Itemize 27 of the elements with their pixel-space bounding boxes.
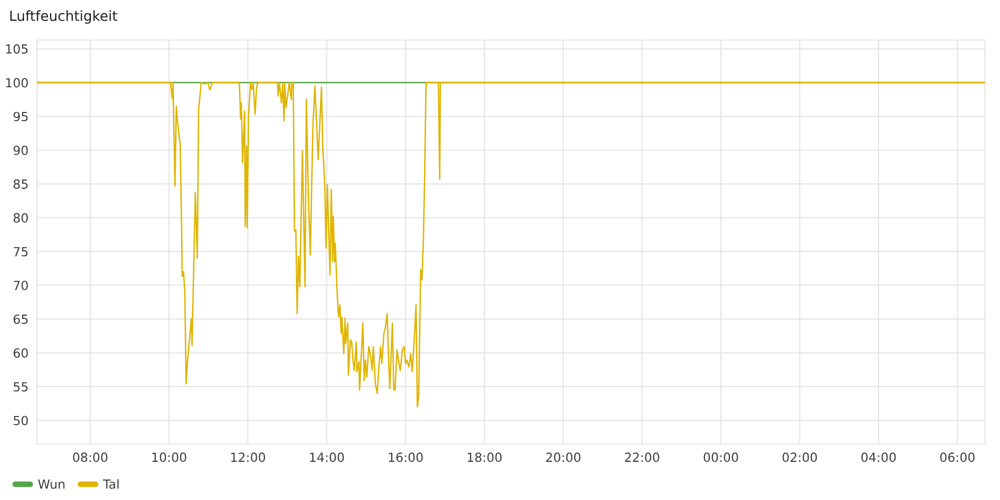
x-tick-label: 10:00 (152, 452, 186, 462)
x-tick-label: 16:00 (388, 452, 423, 462)
x-tick-label: 02:00 (782, 452, 817, 462)
x-tick-label: 08:00 (73, 452, 108, 462)
x-tick-label: 04:00 (861, 452, 896, 462)
y-tick-label: 75 (14, 247, 28, 256)
y-tick-label: 90 (14, 146, 28, 156)
y-tick-label: 80 (14, 213, 28, 223)
y-tick-label: 100 (6, 78, 28, 88)
x-tick-label: 14:00 (310, 452, 344, 462)
legend-label: Wun (38, 480, 64, 489)
y-tick-label: 105 (6, 44, 28, 54)
x-tick-label: 06:00 (940, 452, 975, 462)
y-tick-label: 60 (14, 348, 28, 358)
x-tick-label: 20:00 (546, 452, 580, 462)
y-tick-label: 55 (14, 382, 28, 392)
x-tick-label: 18:00 (468, 452, 502, 462)
y-tick-label: 70 (14, 280, 28, 290)
x-tick-label: 00:00 (704, 452, 738, 462)
x-tick-label: 12:00 (231, 452, 266, 462)
y-tick-label: 65 (14, 314, 28, 324)
legend-label: Tal (102, 479, 119, 489)
y-tick-label: 50 (14, 416, 28, 426)
y-tick-label: 85 (14, 179, 28, 189)
x-tick-label: 22:00 (624, 452, 660, 462)
chart-title: Luftfeuchtigkeit (10, 10, 118, 24)
y-tick-label: 95 (14, 112, 28, 122)
